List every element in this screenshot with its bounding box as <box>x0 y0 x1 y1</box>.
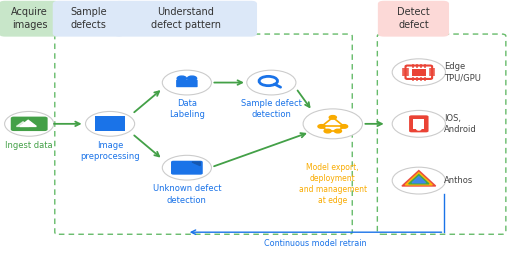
Text: Ingest data: Ingest data <box>5 141 53 150</box>
FancyBboxPatch shape <box>406 66 432 79</box>
Circle shape <box>392 59 445 86</box>
Circle shape <box>162 70 211 95</box>
FancyBboxPatch shape <box>186 80 198 87</box>
Text: Model export,
deployment
and management
at edge: Model export, deployment and management … <box>298 163 367 205</box>
FancyBboxPatch shape <box>11 117 48 131</box>
FancyBboxPatch shape <box>171 161 203 175</box>
Circle shape <box>318 125 325 128</box>
FancyBboxPatch shape <box>114 1 257 37</box>
Text: Continuous model retrain: Continuous model retrain <box>264 239 366 248</box>
Circle shape <box>392 110 445 137</box>
Text: Understand
defect pattern: Understand defect pattern <box>151 7 221 30</box>
FancyBboxPatch shape <box>0 1 60 37</box>
Circle shape <box>86 111 135 136</box>
Circle shape <box>340 125 348 128</box>
Polygon shape <box>402 171 436 186</box>
Polygon shape <box>412 176 425 183</box>
Text: Detect
defect: Detect defect <box>397 7 430 30</box>
Circle shape <box>162 155 211 180</box>
Circle shape <box>247 70 296 95</box>
Polygon shape <box>409 175 429 184</box>
Circle shape <box>417 128 421 130</box>
Text: IOS,
Android: IOS, Android <box>444 114 477 134</box>
Polygon shape <box>16 122 29 126</box>
FancyBboxPatch shape <box>409 115 429 132</box>
Circle shape <box>187 76 197 81</box>
Polygon shape <box>192 162 200 166</box>
Circle shape <box>334 129 342 133</box>
FancyBboxPatch shape <box>412 69 426 76</box>
FancyBboxPatch shape <box>176 80 187 87</box>
FancyBboxPatch shape <box>53 1 124 37</box>
Circle shape <box>5 111 54 136</box>
Text: Sample defect
detection: Sample defect detection <box>241 99 302 119</box>
Polygon shape <box>406 173 432 185</box>
Text: Anthos: Anthos <box>444 176 474 185</box>
FancyBboxPatch shape <box>95 116 125 131</box>
FancyBboxPatch shape <box>378 1 449 37</box>
Text: Sample
defects: Sample defects <box>70 7 106 30</box>
Text: Unknown defect
detection: Unknown defect detection <box>153 184 221 205</box>
Circle shape <box>324 129 331 133</box>
Text: Edge
TPU/GPU: Edge TPU/GPU <box>444 62 481 82</box>
Circle shape <box>303 109 362 139</box>
Text: Acquire
images: Acquire images <box>11 7 48 30</box>
Text: Image
preprocessing: Image preprocessing <box>80 141 140 161</box>
FancyBboxPatch shape <box>413 119 424 129</box>
Polygon shape <box>20 120 36 126</box>
Text: Data
Labeling: Data Labeling <box>169 99 205 119</box>
Circle shape <box>177 76 186 81</box>
Circle shape <box>392 167 445 194</box>
Circle shape <box>329 116 336 119</box>
